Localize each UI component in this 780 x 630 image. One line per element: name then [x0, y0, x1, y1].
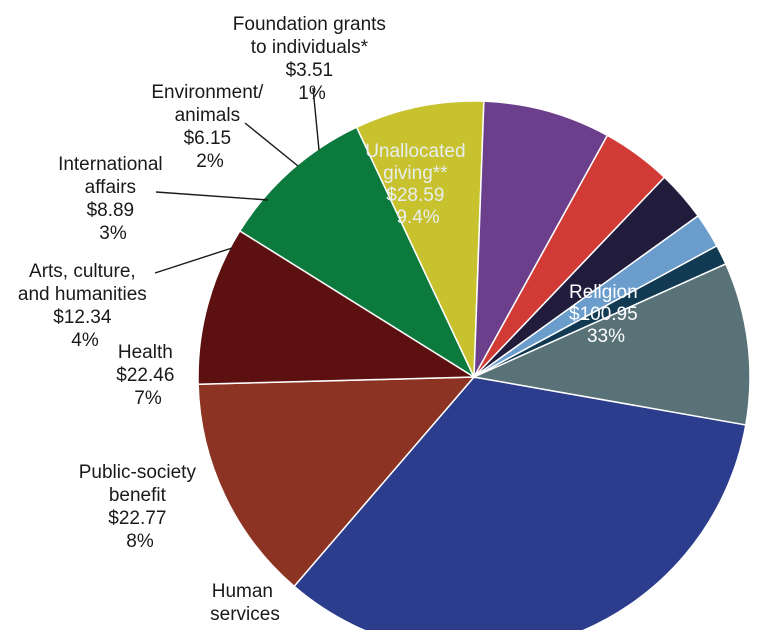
label-environment-line-4: 2%	[196, 151, 224, 172]
label-international: International affairs $8.89 3%	[58, 154, 168, 244]
label-religion-line-3: 33%	[587, 326, 625, 347]
label-health-line-1: Health	[118, 342, 173, 363]
label-religion-line-2: $100.95	[569, 304, 638, 325]
label-environment-line-2: animals	[175, 105, 240, 126]
label-health-line-3: 7%	[134, 388, 162, 409]
pie-slices	[197, 100, 751, 630]
slice-unallocated-giving	[471, 262, 751, 426]
label-religion: Religion $100.95 33%	[569, 282, 643, 347]
label-foundation-line-2: to individuals*	[251, 37, 369, 58]
label-health-line-2: $22.46	[116, 365, 174, 386]
label-arts-line-2: and humanities	[18, 284, 147, 305]
slice-unlabeled-2	[197, 229, 477, 386]
label-foundation-line-4: 1%	[298, 83, 326, 104]
label-public-line-3: $22.77	[108, 508, 166, 529]
label-foundation-line-3: $3.51	[286, 60, 334, 81]
slice-human-services	[238, 126, 476, 379]
label-unallocated-line-2: giving**	[383, 163, 448, 184]
label-international-line-1: International	[58, 154, 163, 175]
label-international-line-3: $8.89	[87, 200, 135, 221]
leader-lines	[154, 87, 320, 274]
label-religion-line-1: Religion	[569, 282, 638, 303]
label-environment: Environment/ animals $6.15 2%	[151, 82, 268, 172]
label-arts: Arts, culture, and humanities $12.34 4%	[18, 261, 152, 351]
label-public-line-4: 8%	[126, 531, 154, 552]
label-foundation: Foundation grants to individuals* $3.51 …	[233, 14, 391, 104]
leader-arts	[154, 247, 233, 274]
label-public-line-2: benefit	[109, 485, 167, 506]
label-human: Human services	[210, 581, 280, 625]
label-public-line-1: Public-society	[79, 462, 197, 483]
slice-health	[473, 100, 609, 378]
label-unallocated-line-4: 9.4%	[396, 207, 439, 228]
label-arts-line-3: $12.34	[53, 307, 112, 328]
slice-labels: Religion $100.95 33% Unallocated giving*…	[18, 14, 643, 625]
label-environment-line-3: $6.15	[184, 128, 232, 149]
label-unallocated: Unallocated giving** $28.59 9.4%	[365, 141, 471, 228]
label-public: Public-society benefit $22.77 8%	[79, 462, 202, 552]
leader-international	[155, 191, 269, 201]
leader-foundation	[312, 87, 320, 151]
slice-public-society-benefit	[355, 100, 485, 378]
label-health: Health $22.46 7%	[116, 342, 179, 409]
label-unallocated-line-3: $28.59	[386, 185, 444, 206]
label-international-line-4: 3%	[99, 223, 127, 244]
label-arts-line-4: 4%	[71, 330, 99, 351]
label-environment-line-1: Environment/	[151, 82, 264, 103]
slice-religion	[293, 376, 747, 630]
label-international-line-2: affairs	[85, 177, 136, 198]
label-human-line-1: Human	[212, 581, 273, 602]
slice-unlabeled-1	[197, 376, 476, 588]
leader-environment	[244, 122, 299, 167]
label-foundation-line-1: Foundation grants	[233, 14, 386, 35]
label-arts-line-1: Arts, culture,	[29, 261, 136, 282]
label-human-line-2: services	[210, 604, 280, 625]
label-unallocated-line-1: Unallocated	[365, 141, 465, 162]
